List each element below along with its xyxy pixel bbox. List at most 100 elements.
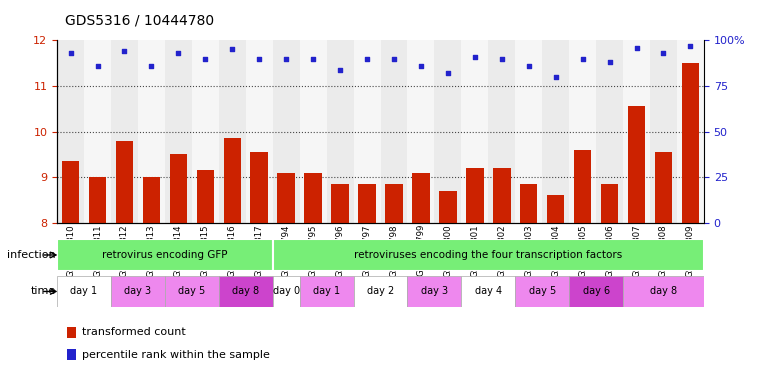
Bar [601,184,619,223]
Point [495,55,508,61]
Bar [67,326,76,338]
Text: infection: infection [7,250,56,260]
Bar [682,63,699,223]
Text: day 6: day 6 [583,286,610,296]
Bar [57,276,111,307]
Bar [407,276,461,307]
Text: day 5: day 5 [529,286,556,296]
Bar [165,276,219,307]
Point [172,50,184,56]
Bar [272,276,300,307]
Text: day 1: day 1 [71,286,97,296]
Bar [489,40,515,223]
Bar [461,40,489,223]
Point [523,63,535,69]
Bar [111,276,165,307]
Text: retrovirus encoding GFP: retrovirus encoding GFP [102,250,228,260]
Point [469,54,481,60]
Bar [62,161,79,223]
Bar [196,170,214,223]
Bar [654,152,672,223]
Text: day 2: day 2 [367,286,394,296]
Point [280,55,292,61]
Bar [493,168,511,223]
Bar [57,40,84,223]
Bar [326,40,354,223]
Text: time: time [30,286,56,296]
Bar [677,40,704,223]
Text: day 3: day 3 [421,286,448,296]
Bar [358,184,376,223]
Bar [111,40,138,223]
Bar [138,40,165,223]
Point [603,59,616,65]
Bar [412,172,430,223]
Bar [304,172,322,223]
Text: day 4: day 4 [475,286,501,296]
Point [199,55,212,61]
Point [119,48,131,55]
Bar [385,184,403,223]
Bar [116,141,133,223]
Point [226,46,238,53]
Text: GDS5316 / 10444780: GDS5316 / 10444780 [65,13,214,27]
Point [684,43,696,49]
Bar [520,184,537,223]
Point [577,55,589,61]
Point [65,50,77,56]
Bar [246,40,272,223]
Bar [354,40,380,223]
Bar [596,40,623,223]
Point [630,45,642,51]
Bar [407,40,435,223]
Bar [380,40,407,223]
Point [145,63,158,69]
Bar [224,138,241,223]
Bar [515,40,543,223]
Text: day 5: day 5 [178,286,205,296]
Bar [278,172,295,223]
Bar [623,276,704,307]
Point [307,55,319,61]
Bar [354,276,407,307]
Point [658,50,670,56]
Text: day 8: day 8 [232,286,260,296]
Bar [300,40,326,223]
Text: day 0: day 0 [272,286,300,296]
Bar [89,177,107,223]
Bar [623,40,650,223]
Text: retroviruses encoding the four transcription factors: retroviruses encoding the four transcrip… [354,250,622,260]
Point [549,74,562,80]
Bar [515,276,569,307]
Bar [219,40,246,223]
Point [388,55,400,61]
Bar [67,349,76,360]
Bar [84,40,111,223]
Text: day 1: day 1 [313,286,340,296]
Point [442,70,454,76]
Bar [569,40,596,223]
Bar [192,40,219,223]
Text: day 3: day 3 [124,286,151,296]
Bar [439,191,457,223]
Bar [466,168,483,223]
Bar [219,276,272,307]
Bar [57,239,272,271]
Bar [142,177,160,223]
Point [334,66,346,73]
Bar [461,276,515,307]
Point [415,63,427,69]
Bar [272,239,704,271]
Bar [574,150,591,223]
Bar [628,106,645,223]
Point [361,55,373,61]
Bar [569,276,623,307]
Bar [543,40,569,223]
Text: percentile rank within the sample: percentile rank within the sample [81,349,269,359]
Bar [331,184,349,223]
Bar [165,40,192,223]
Bar [650,40,677,223]
Text: transformed count: transformed count [81,327,186,337]
Point [253,55,266,61]
Bar [547,195,565,223]
